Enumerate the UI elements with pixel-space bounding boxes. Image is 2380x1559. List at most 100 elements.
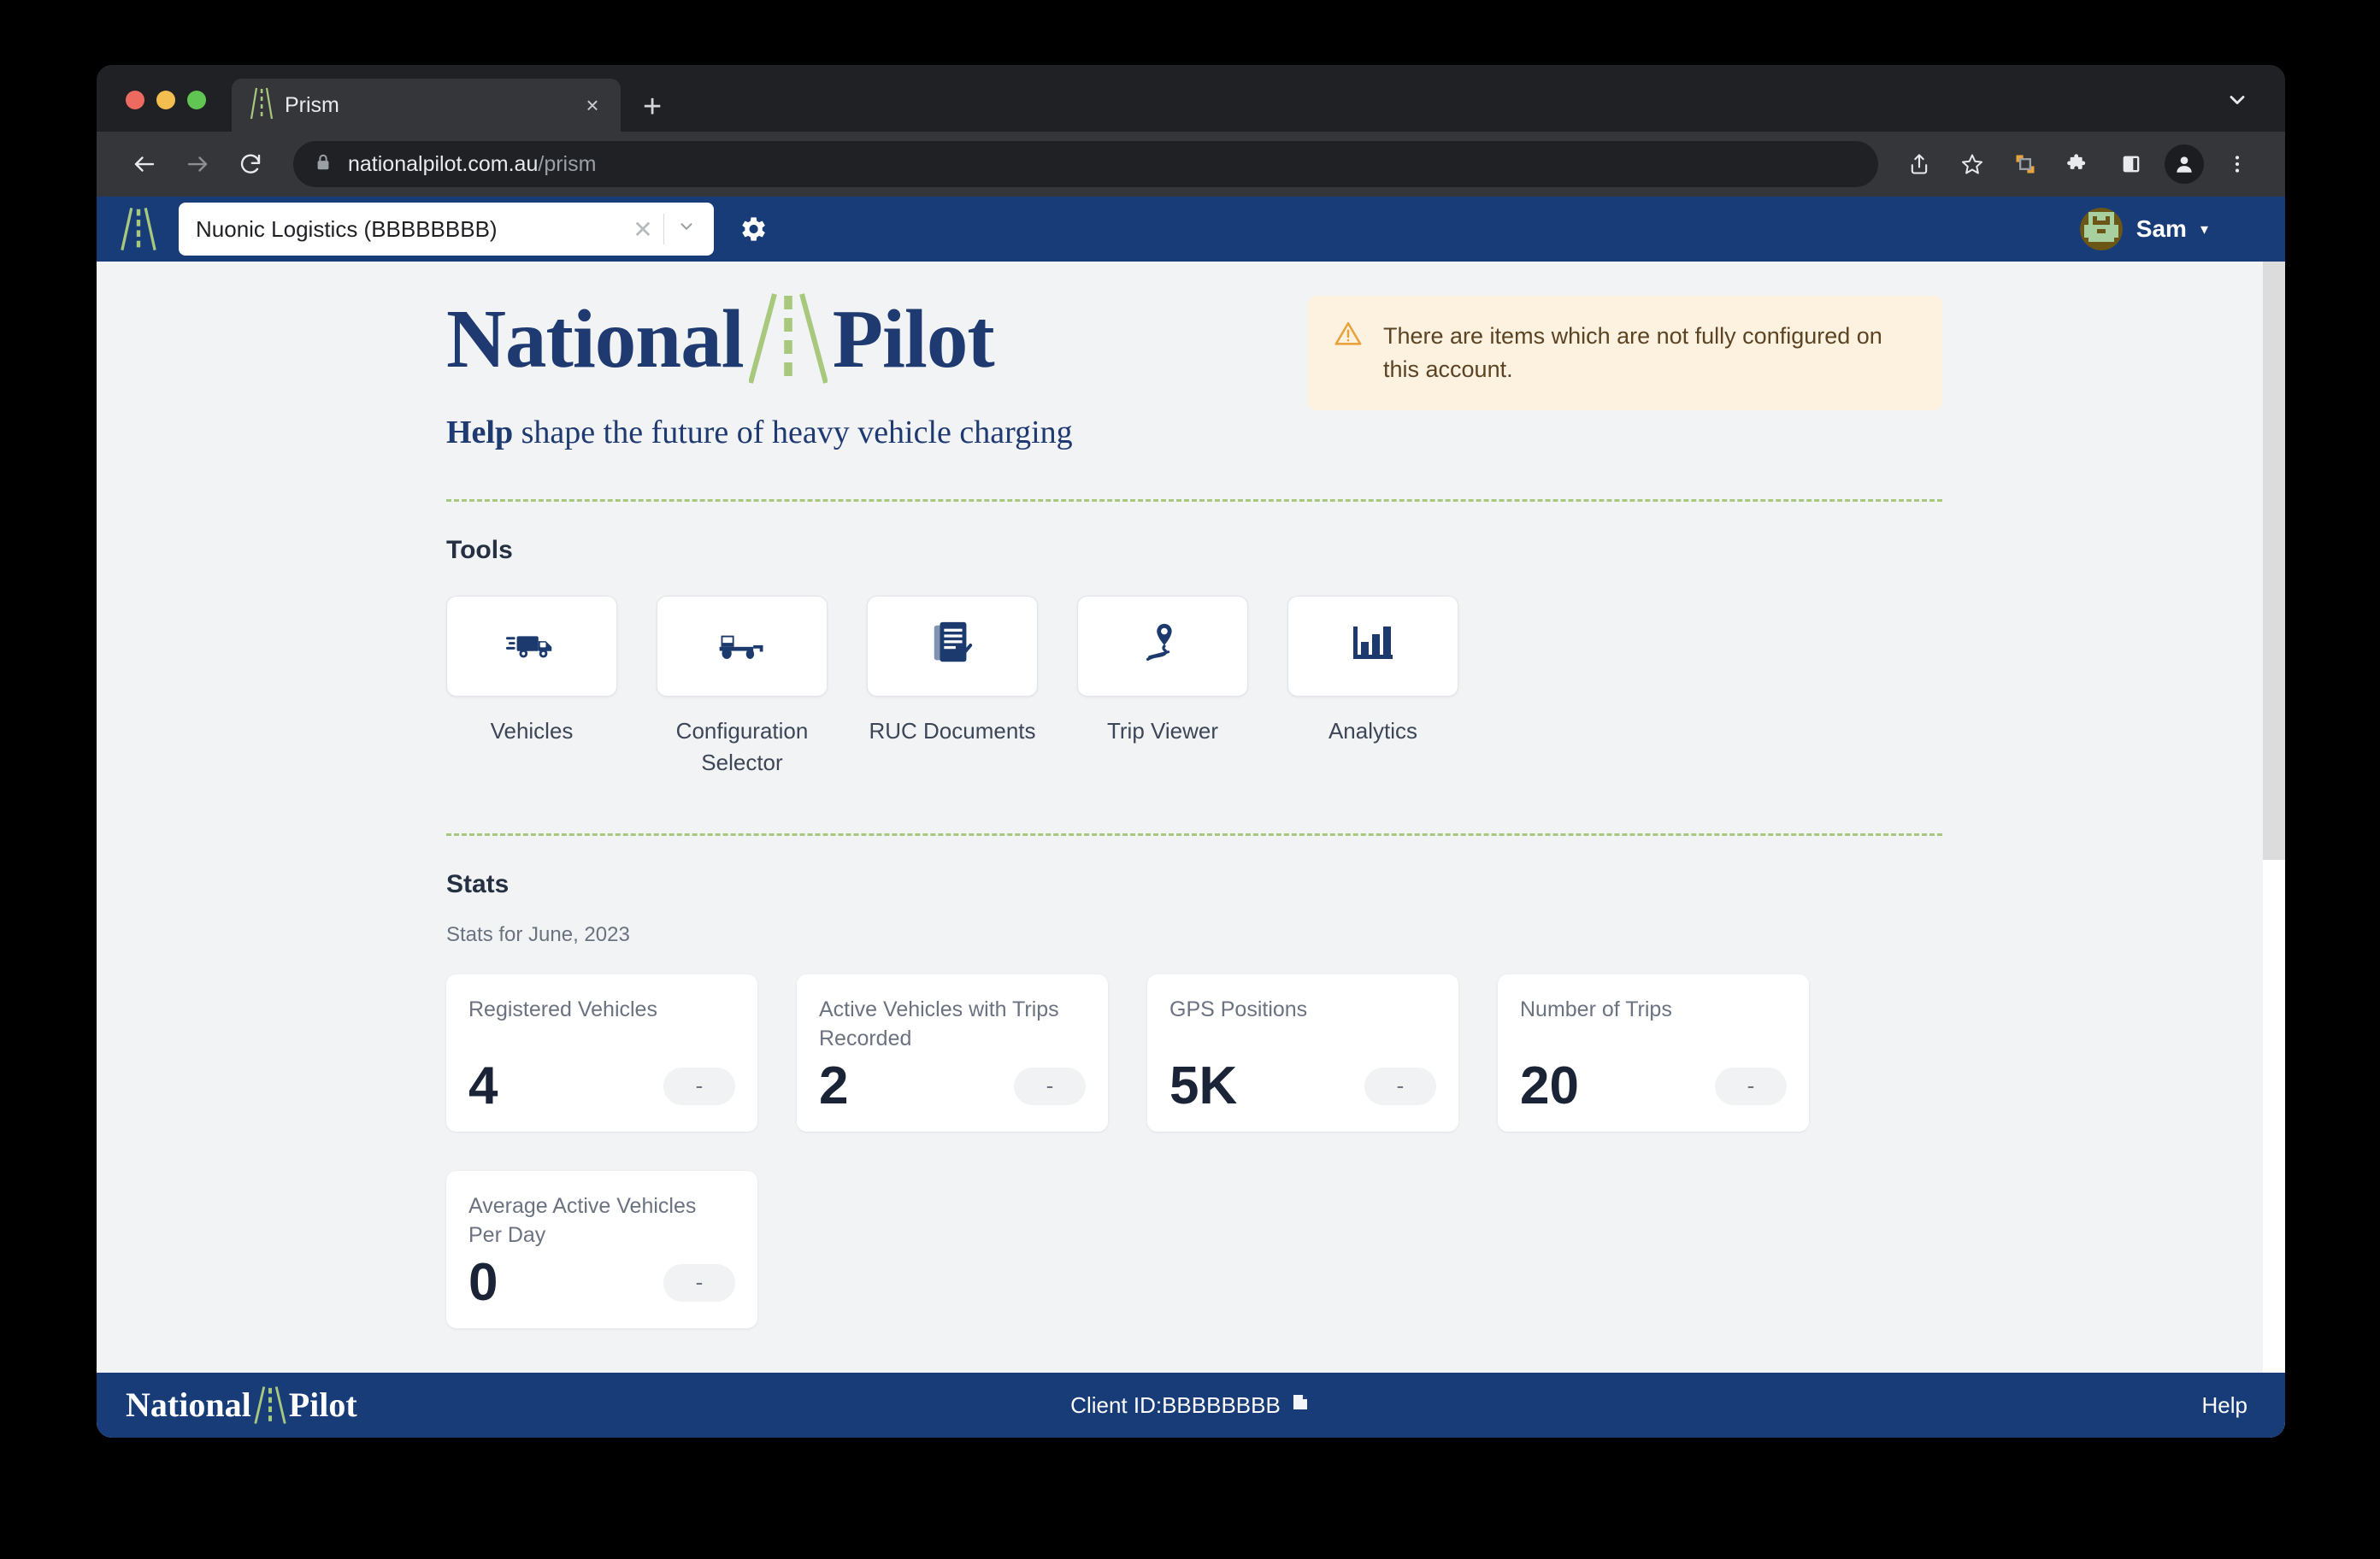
stat-card-gps-positions: GPS Positions 5K - [1147,974,1458,1132]
chevron-down-icon[interactable] [664,217,709,241]
share-icon[interactable] [1897,142,1941,186]
tools-heading: Tools [446,536,513,564]
stat-row: 20 - [1520,1056,1787,1115]
tool-label: Configuration Selector [675,718,809,775]
road-logo-icon[interactable] [121,207,156,251]
user-name: Sam [2136,215,2187,242]
stat-delta-badge: - [1715,1067,1787,1105]
truck-icon [505,624,558,669]
configuration-warning-banner: There are items which are not fully conf… [1308,296,1942,411]
tool-label: Analytics [1328,718,1418,744]
stat-row: 4 - [468,1056,735,1115]
footer-brand-national: National [126,1385,251,1424]
stats-heading: Stats [446,869,510,898]
tool-label: Vehicles [490,718,574,744]
tool-analytics[interactable]: Analytics [1287,596,1458,779]
page-scrollbar[interactable] [2263,262,2285,1373]
tool-ruc-documents[interactable]: RUC Documents [867,596,1038,779]
more-vertical-icon[interactable] [2215,142,2259,186]
extensions-puzzle-icon[interactable] [2056,142,2100,186]
footer-help-link[interactable]: Help [2201,1391,2247,1418]
section-divider [446,499,1942,502]
client-selector-value: Nuonic Logistics (BBBBBBBB) [196,215,498,242]
tool-card[interactable] [1077,596,1248,697]
settings-gear-icon[interactable] [736,213,769,245]
tool-card[interactable] [446,596,617,697]
road-icon [250,87,274,124]
tool-configuration-selector[interactable]: Configuration Selector [657,596,828,779]
stats-grid: Registered Vehicles 4 - Active Vehicles … [446,974,1942,1328]
page-content: National [446,262,1942,1328]
minimize-window-button[interactable] [156,91,175,109]
warning-triangle-icon [1334,320,1363,386]
new-tab-button[interactable]: + [643,89,663,125]
tool-trip-viewer[interactable]: Trip Viewer [1077,596,1248,779]
tab-list-chevron-down-icon[interactable] [2225,88,2249,116]
client-selector[interactable]: Nuonic Logistics (BBBBBBBB) ✕ [179,203,714,256]
scrollbar-thumb[interactable] [2263,262,2285,860]
brand-word-pilot: Pilot [832,292,995,385]
stat-value: 2 [819,1056,849,1115]
section-divider [446,832,1942,836]
side-panel-icon[interactable] [2109,142,2153,186]
stat-label: Average Active Vehicles Per Day [468,1193,697,1247]
browser-window: Prism × + nationalpilot.com.au/prism [97,65,2285,1438]
stat-card-active-vehicles-with-trips-recorded: Active Vehicles with Trips Recorded 2 - [797,974,1108,1132]
footer-client-id-block: Client ID:BBBBBBBB [97,1392,2285,1419]
app-footer: National Pilot Client ID:BBBBBBBB [97,1373,2285,1438]
tab-groups-icon[interactable] [2003,142,2047,186]
stat-label: GPS Positions [1169,997,1308,1021]
truck-chassis-icon [715,624,769,669]
tool-vehicles[interactable]: Vehicles [446,596,617,779]
browser-toolbar-icons [1897,142,2259,186]
stat-delta-badge: - [1014,1067,1086,1105]
stat-value: 0 [468,1252,498,1312]
brand-word-national: National [446,292,745,385]
app-viewport: Nuonic Logistics (BBBBBBBB) ✕ [97,197,2285,1438]
tab-close-icon[interactable]: × [586,92,599,118]
bookmark-star-icon[interactable] [1950,142,1994,186]
document-check-icon [930,621,975,673]
stat-value: 5K [1169,1056,1238,1115]
stat-card-registered-vehicles: Registered Vehicles 4 - [446,974,757,1132]
stat-label: Number of Trips [1520,997,1672,1021]
address-bar-url: nationalpilot.com.au/prism [348,151,597,176]
browser-tab[interactable]: Prism × [232,79,621,132]
close-window-button[interactable] [126,91,144,109]
stat-label: Active Vehicles with Trips Recorded [819,997,1059,1050]
tool-label: Trip Viewer [1106,718,1219,744]
user-menu[interactable]: Sam ▾ [2079,208,2256,250]
tools-row: Vehicles [446,596,1942,779]
stat-delta-badge: - [1364,1067,1436,1105]
stats-subtitle: Stats for June, 2023 [446,922,630,946]
stat-value: 20 [1520,1056,1579,1115]
stat-card-number-of-trips: Number of Trips 20 - [1498,974,1809,1132]
tool-card[interactable] [1287,596,1458,697]
stat-row: 5K - [1169,1056,1436,1115]
browser-tab-title: Prism [285,92,339,117]
reload-icon[interactable] [227,140,274,188]
client-id-text: Client ID:BBBBBBBB [1070,1391,1281,1418]
tagline-rest: shape the future of heavy vehicle chargi… [513,415,1073,450]
back-arrow-icon[interactable] [121,140,168,188]
tool-card[interactable] [867,596,1038,697]
brand-block: National [446,284,1073,451]
lock-icon [314,152,333,177]
browser-tabstrip: Prism × + [97,65,2285,132]
tool-card[interactable] [657,596,828,697]
clear-icon[interactable]: ✕ [633,215,653,243]
tagline-bold: Help [446,415,514,450]
address-bar-input[interactable]: nationalpilot.com.au/prism [293,141,1878,187]
chevron-down-icon: ▾ [2200,220,2208,238]
map-pin-route-icon [1140,621,1185,673]
divider [663,214,664,244]
stat-delta-badge: - [663,1263,735,1302]
forward-arrow-icon[interactable] [174,140,221,188]
copy-icon[interactable] [1291,1392,1311,1419]
page-scroll-area: National [97,262,2285,1373]
road-logo-icon [254,1385,286,1425]
profile-avatar-icon[interactable] [2162,142,2206,186]
maximize-window-button[interactable] [187,91,206,109]
stat-row: 2 - [819,1056,1086,1115]
stat-value: 4 [468,1056,498,1115]
